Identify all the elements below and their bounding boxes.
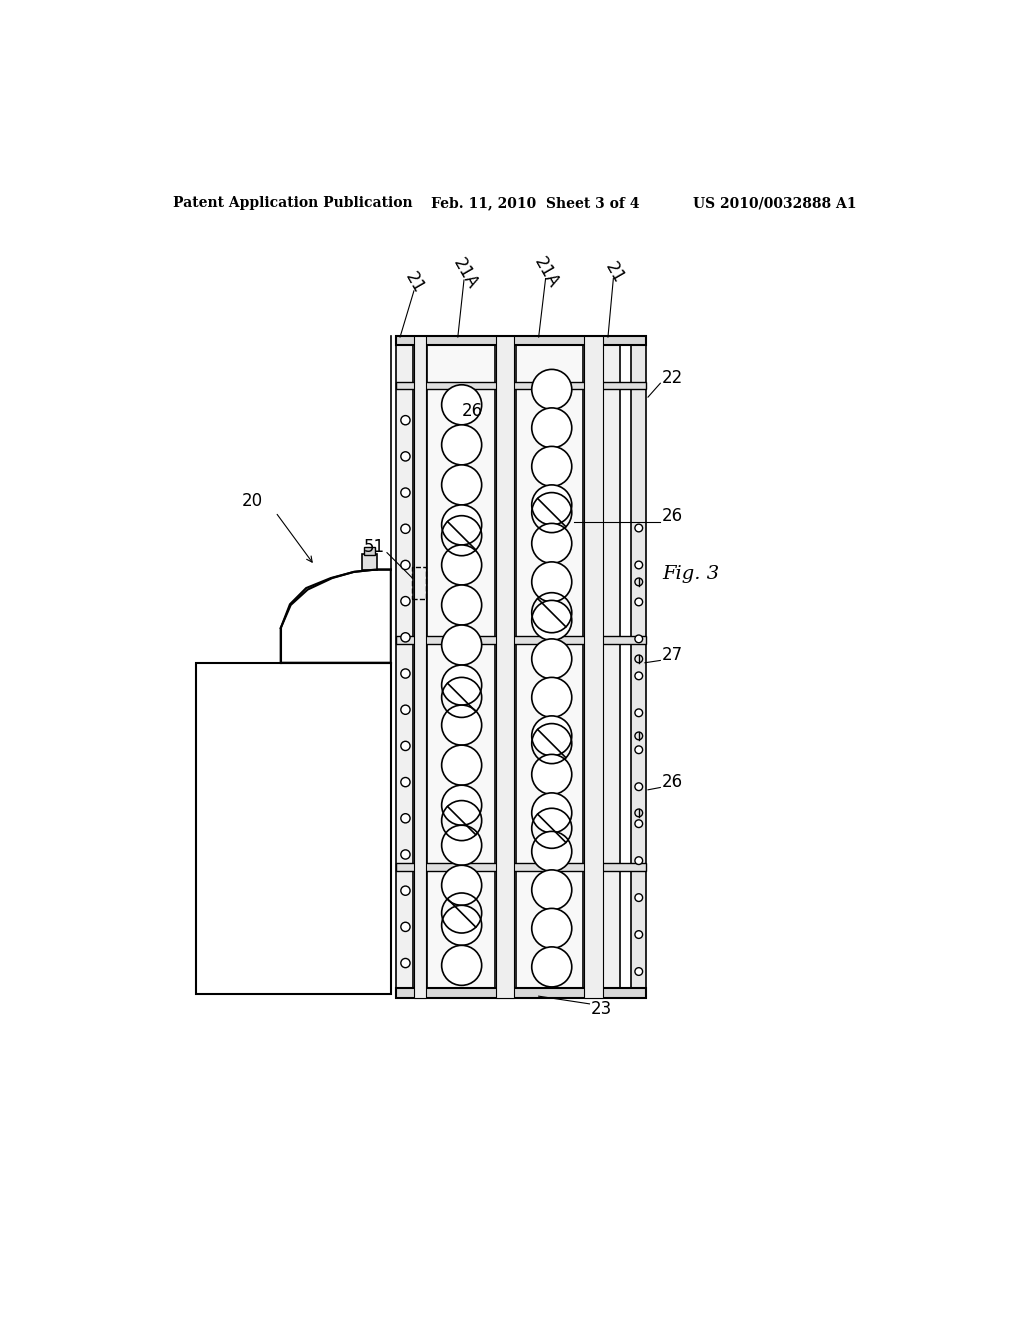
Text: 22: 22: [662, 368, 683, 387]
Circle shape: [441, 744, 481, 785]
Circle shape: [441, 665, 481, 705]
Circle shape: [400, 813, 410, 822]
Circle shape: [531, 408, 571, 447]
Bar: [361, 554, 377, 570]
Bar: [413, 566, 426, 599]
Text: Fig. 3: Fig. 3: [662, 565, 719, 583]
Circle shape: [441, 506, 481, 545]
Circle shape: [531, 562, 571, 602]
Bar: [603, 335, 621, 998]
Text: 21A: 21A: [530, 253, 562, 290]
Bar: [396, 863, 646, 871]
Circle shape: [441, 545, 481, 585]
Circle shape: [635, 857, 643, 865]
Circle shape: [635, 783, 643, 791]
Circle shape: [400, 777, 410, 787]
Circle shape: [441, 945, 481, 985]
Circle shape: [531, 755, 571, 795]
Text: 26: 26: [462, 403, 482, 420]
Bar: [396, 335, 646, 345]
Circle shape: [635, 968, 643, 975]
Text: Feb. 11, 2010  Sheet 3 of 4: Feb. 11, 2010 Sheet 3 of 4: [431, 197, 639, 210]
Bar: [496, 335, 514, 998]
Text: 21A: 21A: [450, 255, 481, 293]
Circle shape: [531, 484, 571, 525]
Circle shape: [400, 705, 410, 714]
Circle shape: [635, 709, 643, 717]
Text: 27: 27: [662, 645, 683, 664]
Circle shape: [441, 825, 481, 866]
Bar: [515, 335, 584, 998]
Circle shape: [400, 597, 410, 606]
Bar: [396, 636, 646, 644]
Circle shape: [400, 524, 410, 533]
Text: 51: 51: [364, 539, 385, 556]
Circle shape: [531, 446, 571, 487]
Circle shape: [635, 746, 643, 754]
Circle shape: [635, 820, 643, 828]
Circle shape: [635, 598, 643, 606]
Circle shape: [531, 639, 571, 678]
Circle shape: [441, 705, 481, 744]
Circle shape: [400, 742, 410, 751]
Circle shape: [635, 524, 643, 532]
Circle shape: [400, 669, 410, 678]
Circle shape: [531, 524, 571, 564]
Circle shape: [531, 715, 571, 756]
Circle shape: [531, 832, 571, 871]
Bar: [414, 335, 426, 998]
Circle shape: [441, 866, 481, 906]
Circle shape: [400, 488, 410, 498]
Circle shape: [400, 451, 410, 461]
Circle shape: [441, 425, 481, 465]
Circle shape: [441, 785, 481, 825]
Circle shape: [635, 894, 643, 902]
Circle shape: [441, 585, 481, 626]
Text: 26: 26: [662, 507, 683, 525]
Circle shape: [635, 931, 643, 939]
Bar: [631, 335, 646, 998]
Circle shape: [400, 886, 410, 895]
Circle shape: [400, 416, 410, 425]
Circle shape: [531, 601, 571, 640]
Text: 21: 21: [601, 259, 628, 286]
Circle shape: [531, 908, 571, 948]
Bar: [396, 989, 646, 998]
Text: 21: 21: [400, 269, 427, 297]
Bar: [364, 548, 375, 554]
Circle shape: [635, 561, 643, 569]
Circle shape: [531, 793, 571, 833]
Circle shape: [441, 385, 481, 425]
Text: 26: 26: [662, 774, 683, 791]
Text: 23: 23: [591, 1001, 612, 1018]
Circle shape: [531, 946, 571, 987]
Bar: [196, 663, 391, 994]
Bar: [584, 335, 602, 998]
Circle shape: [635, 672, 643, 680]
Circle shape: [400, 923, 410, 932]
Circle shape: [635, 635, 643, 643]
Circle shape: [441, 626, 481, 665]
Bar: [427, 335, 495, 998]
Circle shape: [400, 632, 410, 642]
Circle shape: [400, 850, 410, 859]
Polygon shape: [281, 570, 391, 663]
Circle shape: [531, 370, 571, 409]
Circle shape: [400, 958, 410, 968]
Bar: [396, 335, 413, 998]
Circle shape: [400, 560, 410, 570]
Text: 20: 20: [243, 492, 263, 510]
Circle shape: [441, 906, 481, 945]
Circle shape: [441, 465, 481, 506]
Text: US 2010/0032888 A1: US 2010/0032888 A1: [692, 197, 856, 210]
Bar: [396, 381, 646, 389]
Circle shape: [531, 677, 571, 718]
Text: Patent Application Publication: Patent Application Publication: [173, 197, 413, 210]
Circle shape: [531, 870, 571, 909]
